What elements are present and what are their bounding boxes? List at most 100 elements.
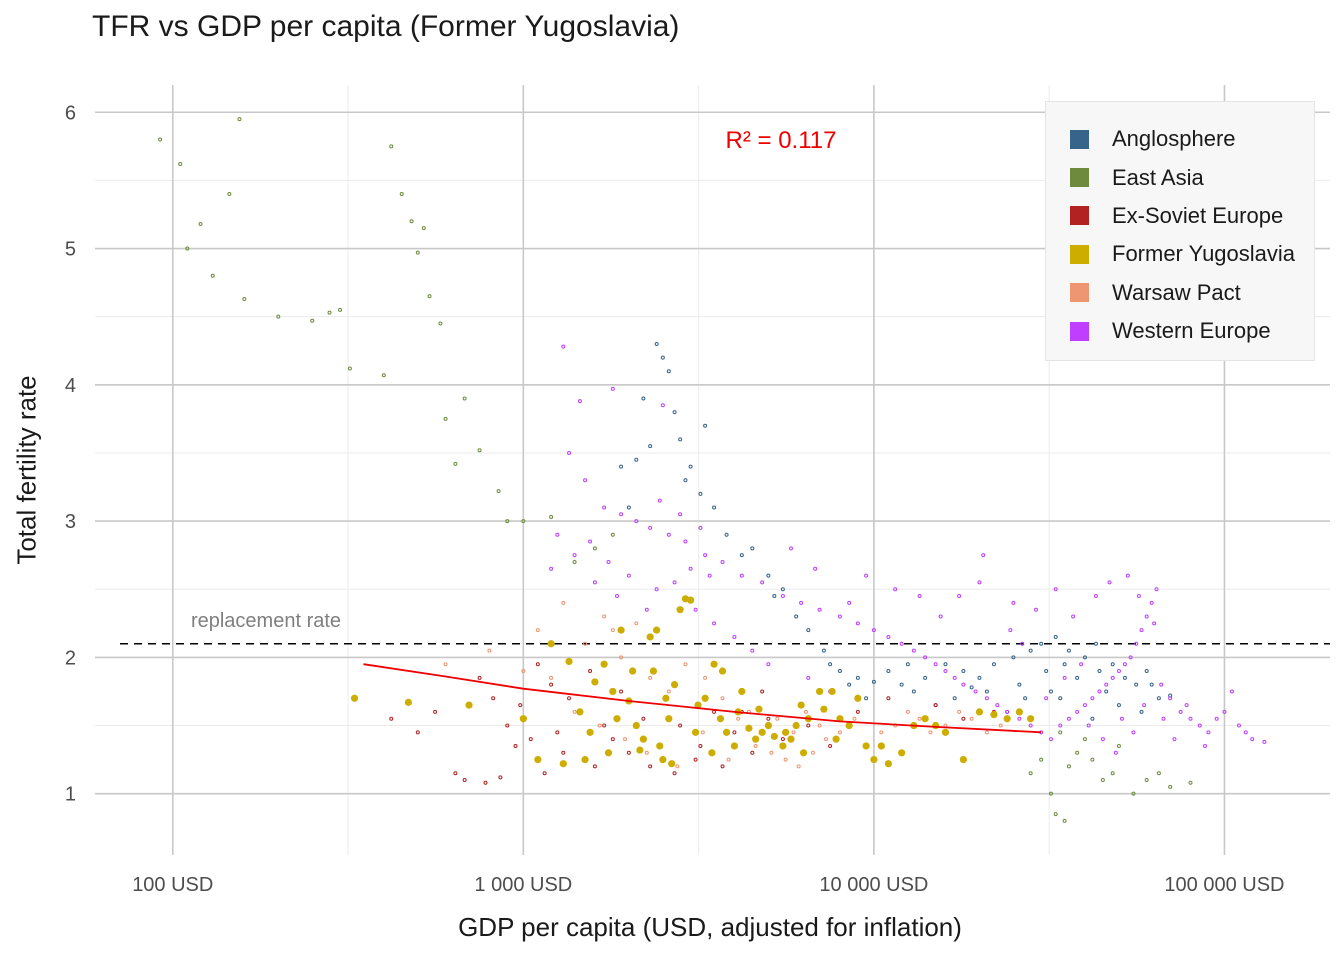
data-point: [1028, 723, 1033, 728]
data-point: [1214, 716, 1219, 721]
data-point: [561, 344, 566, 349]
data-point: [932, 721, 940, 730]
data-point: [736, 716, 741, 721]
data-point: [917, 594, 922, 599]
data-point: [738, 687, 746, 696]
data-point: [1154, 587, 1159, 592]
data-point: [657, 498, 662, 503]
data-point: [820, 705, 828, 713]
data-point: [586, 728, 594, 736]
data-point: [1020, 641, 1025, 646]
data-point: [899, 682, 904, 687]
y-tick-label: 5: [65, 239, 76, 261]
data-point: [694, 701, 702, 709]
data-point: [1119, 716, 1124, 721]
data-point: [990, 711, 998, 719]
data-point: [672, 410, 677, 415]
data-point: [1011, 655, 1016, 660]
data-point: [828, 743, 833, 748]
data-point: [796, 764, 801, 769]
data-point: [760, 689, 765, 694]
axis-tick-labels: 1 2 3 4 5 6 100 USD 1 000 USD 10 000 USD 100 000 …: [65, 102, 1285, 896]
data-point: [720, 559, 725, 564]
data-point: [600, 660, 608, 668]
data-point: [683, 662, 688, 667]
data-point: [813, 566, 818, 571]
data-point: [917, 716, 922, 721]
data-point: [1039, 757, 1044, 762]
data-point: [641, 396, 646, 401]
data-point: [712, 505, 717, 510]
data-point: [389, 144, 394, 149]
data-point: [678, 437, 683, 442]
data-point: [1075, 675, 1080, 680]
data-point: [491, 696, 496, 701]
data-point: [712, 621, 717, 626]
data-point: [1082, 737, 1087, 742]
data-point: [870, 756, 878, 764]
data-point: [683, 478, 688, 483]
legend-swatch: [1070, 206, 1089, 226]
data-point: [816, 687, 824, 696]
data-point: [619, 655, 624, 660]
data-point: [928, 730, 933, 735]
data-point: [421, 226, 426, 231]
data-point: [1110, 675, 1115, 680]
series-former-yugoslavia: [350, 595, 1035, 768]
legend-label: East Asia: [1112, 164, 1204, 190]
data-point: [415, 250, 420, 255]
data-point: [886, 669, 891, 674]
data-point: [943, 662, 948, 667]
data-point: [1131, 791, 1136, 796]
data-point: [648, 444, 653, 449]
data-point: [549, 566, 554, 571]
data-point: [1243, 730, 1248, 735]
data-point: [676, 606, 684, 614]
data-point: [1139, 709, 1144, 714]
data-point: [758, 728, 766, 736]
data-point: [462, 778, 467, 783]
data-point: [739, 553, 744, 558]
data-point: [1053, 812, 1058, 817]
data-point: [959, 756, 967, 764]
data-point: [961, 682, 966, 687]
data-point: [1008, 628, 1013, 633]
data-point: [899, 641, 904, 646]
data-point: [871, 679, 876, 684]
data-point: [760, 580, 765, 585]
data-point: [1107, 580, 1112, 585]
data-point: [701, 694, 709, 702]
data-point: [877, 742, 885, 750]
data-point: [670, 681, 679, 689]
data-point: [549, 682, 554, 687]
data-point: [1206, 730, 1211, 735]
data-point: [581, 756, 589, 764]
data-point: [957, 594, 962, 599]
data-point: [1250, 737, 1255, 742]
data-point: [693, 607, 698, 612]
data-point: [973, 689, 978, 694]
data-point: [1053, 587, 1058, 592]
data-point: [1071, 614, 1076, 619]
data-point: [783, 757, 788, 762]
data-point: [961, 669, 966, 674]
data-point: [691, 728, 700, 736]
data-point: [572, 709, 577, 714]
data-point: [720, 764, 725, 769]
data-point: [662, 694, 670, 702]
data-point: [1090, 696, 1095, 701]
data-point: [730, 742, 738, 750]
data-point: [1044, 696, 1049, 701]
y-tick-label: 1: [65, 784, 76, 806]
data-point: [1168, 696, 1173, 701]
data-point: [477, 675, 482, 680]
data-point: [1062, 662, 1067, 667]
legend-label: Warsaw Pact: [1112, 279, 1241, 305]
data-point: [975, 708, 984, 716]
data-point: [198, 222, 203, 227]
series-warsaw-pact: [443, 600, 1003, 769]
data-point: [995, 703, 1000, 708]
data-point: [1097, 669, 1102, 674]
data-point: [806, 628, 811, 633]
data-point: [636, 746, 644, 754]
